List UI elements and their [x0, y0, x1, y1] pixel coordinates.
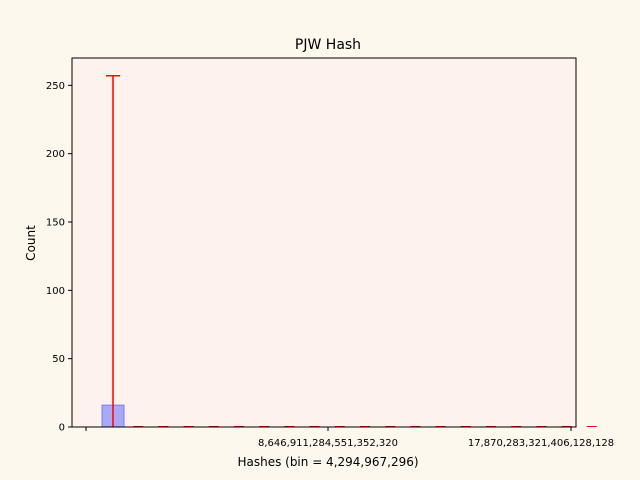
plot-area	[72, 58, 576, 427]
y-tick-label-4: 200	[46, 149, 65, 160]
chart-title: PJW Hash	[295, 37, 361, 53]
y-tick-label-5: 250	[46, 81, 65, 92]
plot-frame	[71, 57, 577, 428]
x-axis: 8,646,911,284,551,352,320 17,870,283,321,…	[85, 427, 614, 449]
y-tick-label-0: 0	[59, 423, 65, 434]
y-axis: 0 50 100 150 200 250	[46, 81, 72, 434]
x-axis-label: Hashes (bin = 4,294,967,296)	[237, 455, 418, 469]
x-tick-label-1: 17,870,283,321,406,128,128	[468, 438, 614, 449]
y-tick-label-3: 150	[46, 218, 65, 229]
y-tick-label-2: 100	[46, 286, 65, 297]
x-tick-label-0: 8,646,911,284,551,352,320	[258, 438, 398, 449]
y-axis-label: Count	[24, 225, 38, 261]
y-tick-label-1: 50	[52, 354, 65, 365]
